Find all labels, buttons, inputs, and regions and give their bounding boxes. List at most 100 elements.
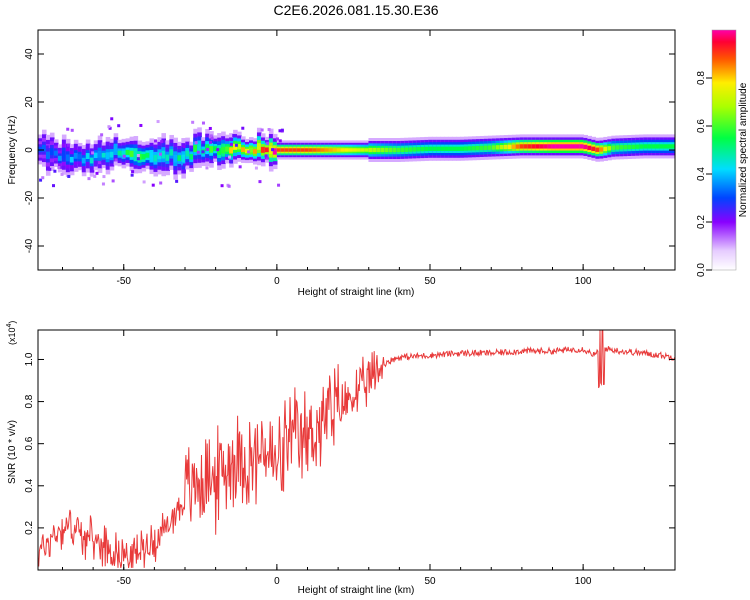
spectrogram-noise-dot [101, 182, 105, 186]
spectrogram-cell [256, 143, 262, 150]
spectrogram-cell [643, 144, 648, 149]
spectrogram-noise-dot [264, 154, 268, 158]
spectrogram-cell [651, 144, 656, 149]
spectrogram-cell [623, 144, 628, 150]
spectrogram-cell [555, 144, 561, 149]
spectrogram-cell [595, 147, 600, 152]
spectrogram-cell [217, 148, 222, 155]
spectrogram-cell [380, 147, 385, 153]
spectrogram-cell [635, 144, 640, 149]
spectrogram-cell [113, 146, 119, 153]
spectrogram-noise-dot [201, 150, 205, 154]
spectrogram-cell [579, 144, 585, 149]
spectrogram-cell [515, 144, 521, 149]
spectrogram-noise-dot [209, 134, 213, 138]
spectrogram-noise-dot [111, 179, 115, 183]
spectrogram-noise-dot [93, 174, 97, 178]
spectrogram-cell [97, 150, 103, 158]
spectrogram-cell [320, 148, 326, 152]
spectrogram-cell [77, 154, 83, 160]
spectrogram-cell [376, 147, 381, 153]
spectrogram-cell [93, 152, 99, 159]
spectrogram-cell [45, 151, 51, 159]
spectrogram-cell [647, 144, 652, 149]
spectrogram-noise-dot [39, 178, 43, 182]
spectrogram-cell [145, 152, 151, 158]
spectrogram-xlabel: Height of straight line (km) [298, 287, 415, 298]
spectrogram-cell [412, 147, 417, 152]
spectrogram-cell [117, 150, 123, 156]
spectrogram-cell [495, 145, 501, 150]
spectrogram-noise-dot [229, 160, 233, 164]
snr-ylabel: SNR (10 * v/v) [7, 420, 18, 484]
spectrogram-cell [460, 146, 465, 151]
spectrogram-cell [503, 144, 509, 150]
spectrogram-noise-dot [265, 156, 269, 160]
spectrogram-cell [543, 144, 549, 149]
snr-frame [37, 329, 676, 571]
spectrogram-ytick-label: 0 [24, 147, 35, 153]
spectrogram-cell [157, 152, 163, 160]
spectrogram-noise-dot [110, 117, 114, 121]
spectrogram-cell [308, 148, 314, 152]
spectrogram-cell [475, 145, 481, 151]
spectrogram-cell [627, 144, 632, 150]
spectrogram-xtick-label: 50 [424, 276, 436, 287]
spectrogram-noise-dot [139, 123, 143, 127]
spectrogram-cell [571, 144, 577, 149]
spectrogram-noise-dot [238, 165, 242, 169]
spectrogram-cell [165, 154, 170, 161]
spectrogram-cell [193, 144, 198, 152]
colorbar-gradient [711, 29, 737, 271]
spectrogram-panel: -50 0 50 100 40 20 0 -20 -40 Height of straight … [7, 29, 676, 298]
colorbar-ticks: 0.0 0.2 0.4 0.6 0.8 [696, 71, 712, 277]
spectrogram-cell [539, 144, 545, 149]
spectrogram-cell [57, 155, 63, 161]
spectrogram-noise-dot [107, 125, 111, 129]
spectrogram-axes: -50 0 50 100 40 20 0 -20 -40 [24, 30, 676, 287]
spectrogram-cell [360, 148, 366, 152]
spectrogram-cell [527, 144, 533, 149]
spectrogram-cell [73, 152, 79, 159]
spectrogram-cell [491, 145, 497, 150]
spectrogram-cell [296, 148, 302, 152]
spectrogram-cell [65, 154, 71, 162]
spectrogram-noise-dot [205, 166, 209, 170]
spectrogram-noise-dot [67, 174, 71, 178]
spectrogram-cell [109, 151, 115, 158]
spectrogram-noise-dot [206, 147, 210, 151]
snr-series-group [38, 330, 675, 569]
spectrogram-cell [41, 144, 47, 152]
spectrogram-noise-dot [117, 124, 121, 128]
spectrogram-noise-dot [122, 154, 126, 158]
spectrogram-noise-dot [182, 145, 186, 149]
spectrogram-cell [260, 146, 266, 153]
spectrogram-cell [400, 147, 405, 153]
snr-ytick-label: 0.2 [24, 521, 35, 535]
spectrogram-noise-dot [114, 158, 118, 162]
spectrogram-cell [487, 145, 493, 150]
spectrogram-cell [603, 146, 608, 152]
snr-xtick-label: 0 [274, 576, 280, 587]
spectrogram-noise-dot [278, 129, 282, 133]
spectrogram-noise-dot [241, 126, 245, 130]
spectrogram-noise-dot [266, 141, 270, 145]
spectrogram-noise-dot [254, 166, 258, 170]
spectrogram-ylabel: Frequency (Hz) [7, 116, 18, 185]
spectrogram-cell [221, 146, 226, 154]
spectrogram-cell [424, 146, 429, 152]
spectrogram-noise-dot [57, 166, 61, 170]
spectrogram-noise-dot [278, 139, 282, 143]
spectrogram-noise-dot [280, 128, 284, 132]
spectrogram-cell [479, 145, 485, 151]
spectrogram-cell [639, 144, 644, 149]
spectrogram-noise-dot [227, 184, 231, 188]
spectrogram-cell [404, 147, 409, 152]
spectrogram-cell [185, 150, 190, 157]
spectrogram-cell [420, 146, 425, 152]
spectrogram-cell [392, 147, 397, 153]
spectrogram-cell [213, 146, 218, 152]
spectrogram-noise-dot [53, 169, 57, 173]
spectrogram-noise-dot [271, 148, 275, 152]
spectrogram-cell [671, 144, 675, 149]
